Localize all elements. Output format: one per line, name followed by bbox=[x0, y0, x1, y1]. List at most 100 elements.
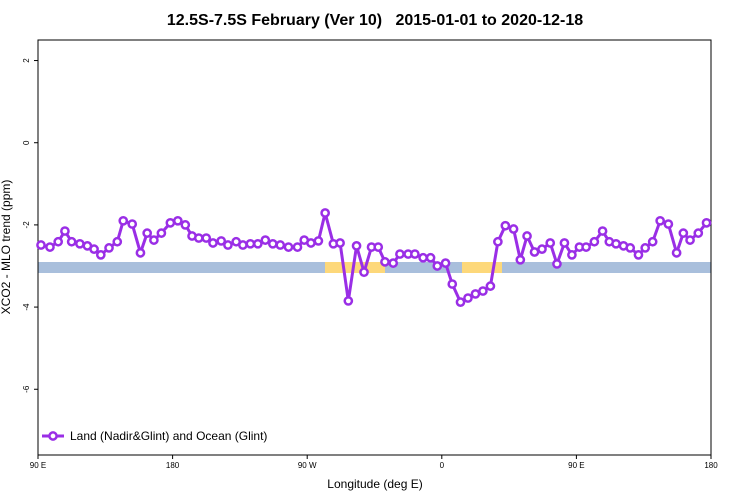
data-point bbox=[306, 238, 316, 248]
x-tick-label: 180 bbox=[704, 461, 718, 470]
data-point bbox=[470, 289, 481, 299]
data-point bbox=[508, 224, 519, 234]
data-point bbox=[351, 241, 362, 251]
data-point bbox=[485, 281, 496, 291]
surface-band bbox=[38, 262, 711, 273]
y-tick-label: -2 bbox=[22, 221, 31, 229]
data-point bbox=[36, 240, 46, 250]
data-point bbox=[320, 208, 330, 218]
y-tick-label: -4 bbox=[22, 303, 31, 311]
x-tick-label: 90 E bbox=[30, 461, 46, 470]
data-point bbox=[478, 286, 488, 296]
legend-marker bbox=[48, 431, 58, 441]
data-point bbox=[633, 250, 644, 260]
x-axis-label: Longitude (deg E) bbox=[327, 477, 422, 491]
data-point bbox=[172, 215, 183, 226]
data-point bbox=[275, 240, 286, 250]
data-point bbox=[238, 240, 248, 250]
data-point bbox=[292, 242, 303, 252]
data-point bbox=[640, 243, 651, 253]
data-point bbox=[463, 293, 473, 303]
data-point bbox=[678, 228, 689, 238]
data-point bbox=[567, 250, 577, 260]
data-point bbox=[515, 254, 526, 265]
legend-label: Land (Nadir&Glint) and Ocean (Glint) bbox=[70, 429, 267, 443]
data-point bbox=[267, 238, 278, 249]
data-point bbox=[118, 215, 129, 226]
data-point bbox=[388, 258, 399, 268]
data-point bbox=[45, 242, 55, 252]
data-point bbox=[418, 252, 428, 263]
data-point bbox=[701, 217, 712, 228]
data-point bbox=[359, 267, 369, 278]
data-point bbox=[142, 228, 153, 238]
data-point bbox=[127, 219, 138, 229]
data-point bbox=[455, 297, 466, 307]
data-point bbox=[611, 238, 621, 249]
data-point bbox=[589, 236, 600, 247]
data-point bbox=[432, 261, 443, 271]
y-axis-label: XCO2 - MLO trend (ppm) bbox=[0, 180, 13, 315]
data-point bbox=[180, 220, 191, 230]
data-point bbox=[410, 249, 420, 259]
data-point bbox=[380, 257, 390, 267]
x-tick-label: 90 W bbox=[298, 461, 317, 470]
data-point bbox=[223, 240, 233, 250]
data-point bbox=[545, 238, 556, 248]
data-point bbox=[135, 247, 146, 258]
data-point bbox=[597, 226, 608, 236]
data-point bbox=[500, 220, 511, 231]
data-point bbox=[440, 258, 451, 268]
data-point bbox=[60, 226, 70, 236]
data-point bbox=[252, 238, 263, 249]
land-band bbox=[462, 262, 502, 273]
data-point bbox=[647, 236, 658, 247]
data-point bbox=[552, 259, 562, 269]
data-point bbox=[655, 215, 666, 226]
data-point bbox=[75, 238, 85, 249]
data-point bbox=[156, 228, 167, 238]
x-tick-label: 0 bbox=[440, 461, 445, 470]
data-point bbox=[373, 242, 384, 252]
y-tick-label: -6 bbox=[22, 385, 31, 393]
data-point bbox=[104, 243, 114, 253]
data-point bbox=[313, 236, 324, 246]
data-point bbox=[335, 238, 345, 248]
land-band bbox=[325, 262, 385, 273]
data-point bbox=[89, 244, 99, 254]
data-point bbox=[693, 228, 704, 238]
data-point bbox=[685, 235, 695, 245]
data-point bbox=[149, 235, 159, 245]
data-point bbox=[216, 236, 227, 246]
x-tick-label: 90 E bbox=[568, 461, 584, 470]
y-tick-label: 0 bbox=[22, 140, 31, 145]
data-point bbox=[537, 244, 547, 254]
chart-title: 12.5S-7.5S February (Ver 10) 2015-01-01 … bbox=[167, 12, 583, 29]
data-point bbox=[245, 238, 256, 249]
data-point bbox=[625, 243, 636, 253]
x-tick-label: 180 bbox=[166, 461, 180, 470]
data-point bbox=[529, 247, 540, 257]
data-point bbox=[283, 242, 294, 252]
data-point bbox=[425, 252, 436, 263]
data-point bbox=[112, 236, 123, 247]
data-point bbox=[193, 233, 204, 243]
data-point bbox=[208, 238, 218, 248]
data-point bbox=[165, 217, 176, 228]
data-point bbox=[395, 249, 405, 259]
data-point bbox=[671, 247, 682, 258]
data-point bbox=[663, 219, 674, 229]
y-tick-label: 2 bbox=[22, 58, 31, 63]
data-point bbox=[201, 233, 212, 243]
data-point bbox=[66, 236, 77, 247]
data-point bbox=[522, 231, 532, 241]
data-point bbox=[447, 279, 458, 289]
data-point bbox=[559, 238, 570, 248]
data-point bbox=[260, 235, 271, 245]
data-point bbox=[493, 236, 503, 247]
data-point bbox=[581, 242, 591, 252]
data-point bbox=[53, 236, 64, 247]
data-point bbox=[95, 250, 106, 260]
data-point bbox=[343, 296, 354, 306]
